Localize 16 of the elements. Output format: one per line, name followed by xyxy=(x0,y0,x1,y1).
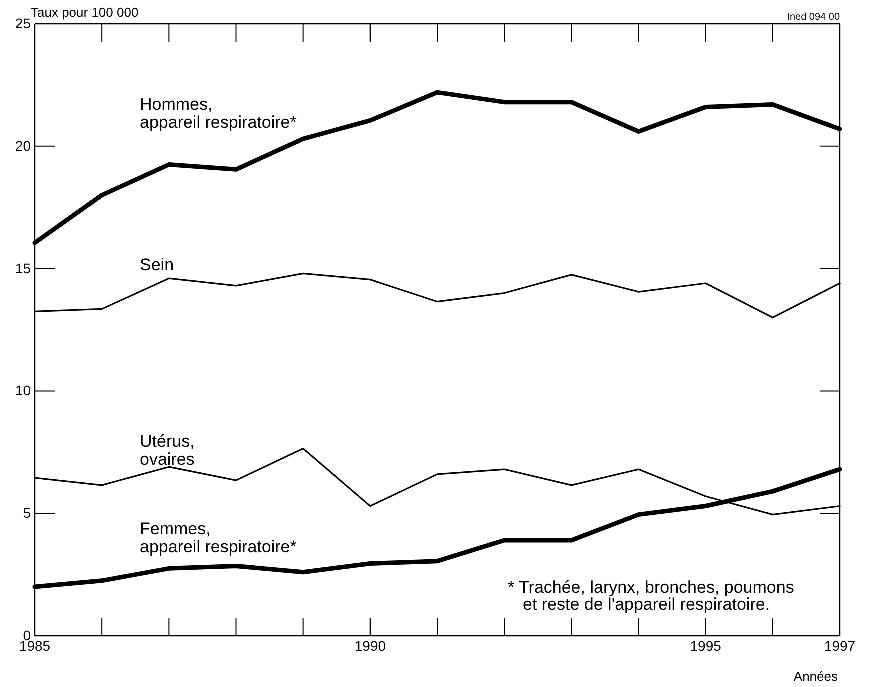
text: Ined 094 00 xyxy=(787,12,840,23)
x-axis-title: Années xyxy=(794,669,838,684)
annotation: * Trachée, larynx, bronches, poumons et reste de l'appareil respiratoire. xyxy=(508,578,794,614)
y-tick-label: 10 xyxy=(15,382,32,399)
series-label: Femmes, appareil respiratoire* xyxy=(140,520,298,557)
x-tick-label: 1997 xyxy=(824,638,856,654)
x-tick-label: 1995 xyxy=(690,638,722,654)
y-tick-label: 5 xyxy=(23,505,32,522)
x-tick-label: 1990 xyxy=(354,638,386,654)
series-label: Sein xyxy=(140,256,174,275)
y-axis-title: Taux pour 100 000 xyxy=(31,5,139,20)
y-tick-label: 25 xyxy=(15,15,32,32)
y-tick-label: 20 xyxy=(15,138,32,154)
y-tick-label: 15 xyxy=(15,260,32,276)
series-label: Utérus, ovaires xyxy=(140,432,195,470)
series-label: Hommes, appareil respiratoire* xyxy=(140,94,298,132)
